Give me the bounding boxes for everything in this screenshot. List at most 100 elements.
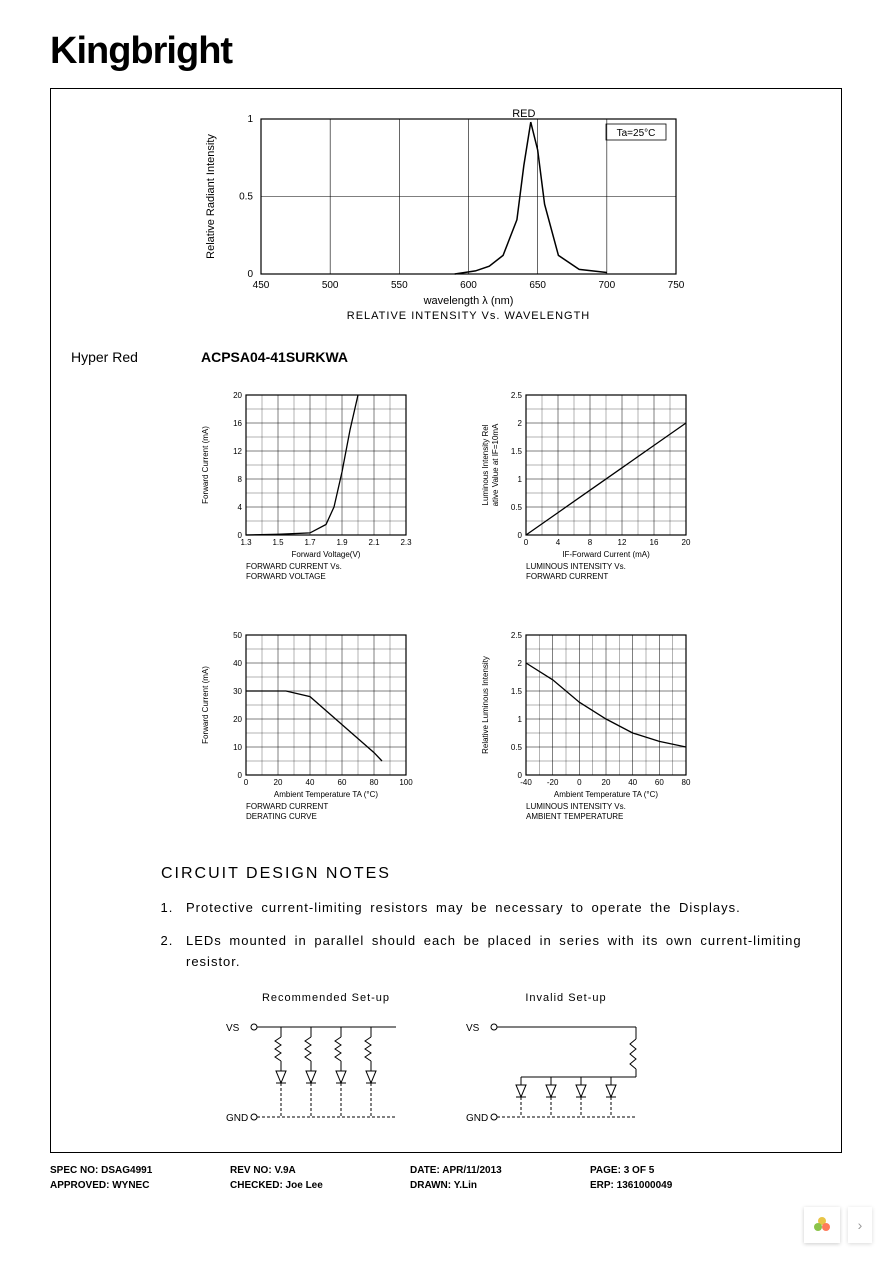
svg-text:80: 80 (370, 778, 379, 787)
small-chart-1: 04812162000.511.522.5IF-Forward Current … (476, 385, 696, 595)
svg-text:1: 1 (247, 114, 253, 125)
footer-drawn: DRAWN: Y.Lin (410, 1180, 550, 1191)
svg-text:0: 0 (518, 771, 523, 780)
svg-text:10: 10 (233, 743, 242, 752)
invalid-circuit: Invalid Set-up VS GND (466, 992, 666, 1132)
svg-text:Relative Radiant Intensity: Relative Radiant Intensity (205, 134, 217, 259)
svg-text:12: 12 (233, 447, 242, 456)
svg-text:1: 1 (518, 475, 523, 484)
small-chart-3: -40-2002040608000.511.522.5Ambient Tempe… (476, 625, 696, 835)
svg-text:Forward Current (mA): Forward Current (mA) (201, 666, 210, 744)
svg-text:VS: VS (466, 1023, 480, 1034)
svg-text:4: 4 (556, 538, 561, 547)
small-chart-2: 02040608010001020304050Ambient Temperatu… (196, 625, 416, 835)
footer-erp: ERP: 1361000049 (590, 1180, 730, 1191)
svg-text:750: 750 (668, 280, 685, 291)
svg-text:0: 0 (238, 771, 243, 780)
footer-spec-no: SPEC NO: DSAG4991 (50, 1165, 190, 1176)
svg-text:IF-Forward Current (mA): IF-Forward Current (mA) (562, 550, 650, 559)
svg-text:600: 600 (460, 280, 477, 291)
notes-list: Protective current-limiting resistors ma… (181, 898, 821, 972)
invalid-title: Invalid Set-up (525, 992, 606, 1004)
svg-text:60: 60 (655, 778, 664, 787)
svg-text:1.5: 1.5 (511, 687, 523, 696)
svg-text:AMBIENT TEMPERATURE: AMBIENT TEMPERATURE (526, 812, 623, 821)
note-item: Protective current-limiting resistors ma… (181, 898, 821, 919)
svg-text:Forward Voltage(V): Forward Voltage(V) (292, 550, 361, 559)
note-item: LEDs mounted in parallel should each be … (181, 931, 821, 973)
svg-text:RELATIVE INTENSITY Vs. WAVELEN: RELATIVE INTENSITY Vs. WAVELENGTH (347, 310, 590, 322)
svg-text:GND: GND (226, 1113, 248, 1124)
svg-text:VS: VS (226, 1023, 240, 1034)
small-chart-0: 1.31.51.71.92.12.3048121620Forward Volta… (196, 385, 416, 595)
svg-text:12: 12 (618, 538, 627, 547)
wavelength-chart-svg: 450 500 550 600 650 700 750 0 0.5 1 wavelength λ (… (196, 104, 696, 324)
svg-text:Relative Luminous Intensity: Relative Luminous Intensity (481, 656, 490, 754)
footer-approved: APPROVED: WYNEC (50, 1180, 190, 1191)
svg-text:GND: GND (466, 1113, 488, 1124)
part-number: ACPSA04-41SURKWA (201, 349, 348, 365)
svg-text:FORWARD CURRENT: FORWARD CURRENT (246, 802, 328, 811)
variant-label: Hyper Red (71, 349, 171, 365)
chart-derating: 02040608010001020304050Ambient Temperatu… (196, 625, 416, 835)
svg-text:550: 550 (391, 280, 408, 291)
svg-text:Forward Current (mA): Forward Current (mA) (201, 426, 210, 504)
svg-text:2.5: 2.5 (511, 391, 523, 400)
svg-text:-20: -20 (547, 778, 559, 787)
svg-text:500: 500 (322, 280, 339, 291)
svg-text:0: 0 (238, 531, 243, 540)
chart-luminous-temp: -40-2002040608000.511.522.5Ambient Tempe… (476, 625, 696, 835)
svg-text:1.3: 1.3 (240, 538, 252, 547)
svg-text:40: 40 (233, 659, 242, 668)
next-arrow-icon[interactable]: › (848, 1207, 872, 1243)
svg-text:Ambient Temperature TA (°C): Ambient Temperature TA (°C) (274, 790, 378, 799)
svg-text:FORWARD CURRENT Vs.: FORWARD CURRENT Vs. (246, 562, 342, 571)
svg-text:wavelength λ (nm): wavelength λ (nm) (423, 295, 514, 307)
svg-text:1.7: 1.7 (304, 538, 316, 547)
svg-text:20: 20 (682, 538, 691, 547)
svg-text:2.5: 2.5 (511, 631, 523, 640)
svg-text:8: 8 (588, 538, 593, 547)
svg-text:Ambient Temperature TA (°C): Ambient Temperature TA (°C) (554, 790, 658, 799)
svg-text:Ta=25°C: Ta=25°C (617, 128, 656, 139)
svg-text:ative Value at IF=10mA: ative Value at IF=10mA (491, 423, 500, 506)
notes-section-title: CIRCUIT DESIGN NOTES (161, 865, 821, 883)
svg-text:FORWARD VOLTAGE: FORWARD VOLTAGE (246, 572, 326, 581)
recommended-circuit: Recommended Set-up VS GND (226, 992, 426, 1132)
brand-logo: Kingbright (50, 30, 842, 73)
svg-text:0: 0 (247, 269, 253, 280)
corner-widget: › (804, 1207, 872, 1243)
main-chart: 450 500 550 600 650 700 750 0 0.5 1 wavelength λ (… (71, 104, 821, 329)
svg-text:LUMINOUS INTENSITY Vs.: LUMINOUS INTENSITY Vs. (526, 562, 626, 571)
svg-text:450: 450 (253, 280, 270, 291)
svg-text:100: 100 (399, 778, 413, 787)
svg-text:20: 20 (602, 778, 611, 787)
small-charts-row-1: 1.31.51.71.92.12.3048121620Forward Volta… (71, 385, 821, 595)
svg-text:Luminous Intensity Rel: Luminous Intensity Rel (481, 424, 490, 505)
svg-text:-40: -40 (520, 778, 532, 787)
svg-text:16: 16 (233, 419, 242, 428)
svg-text:0.5: 0.5 (239, 192, 253, 203)
svg-text:650: 650 (529, 280, 546, 291)
svg-text:20: 20 (233, 391, 242, 400)
flower-icon[interactable] (804, 1207, 840, 1243)
chart-luminous-current: 04812162000.511.522.5IF-Forward Current … (476, 385, 696, 595)
svg-text:4: 4 (238, 503, 243, 512)
svg-text:2.1: 2.1 (368, 538, 380, 547)
page-footer: SPEC NO: DSAG4991 REV NO: V.9A DATE: APR… (50, 1165, 842, 1191)
circuit-diagrams: Recommended Set-up VS GND Invalid Set-up … (71, 992, 821, 1132)
svg-text:40: 40 (628, 778, 637, 787)
recommended-circuit-svg: VS GND (226, 1012, 426, 1132)
svg-text:RED: RED (512, 108, 535, 120)
svg-text:2: 2 (518, 419, 523, 428)
footer-date: DATE: APR/11/2013 (410, 1165, 550, 1176)
svg-text:8: 8 (238, 475, 243, 484)
svg-text:1.9: 1.9 (336, 538, 348, 547)
svg-text:1: 1 (518, 715, 523, 724)
svg-text:40: 40 (306, 778, 315, 787)
svg-text:700: 700 (598, 280, 615, 291)
variant-row: Hyper Red ACPSA04-41SURKWA (71, 349, 821, 365)
recommended-title: Recommended Set-up (262, 992, 390, 1004)
svg-text:0: 0 (244, 778, 249, 787)
content-frame: 45050055060065070075000.51wavelength λ (… (50, 88, 842, 1153)
